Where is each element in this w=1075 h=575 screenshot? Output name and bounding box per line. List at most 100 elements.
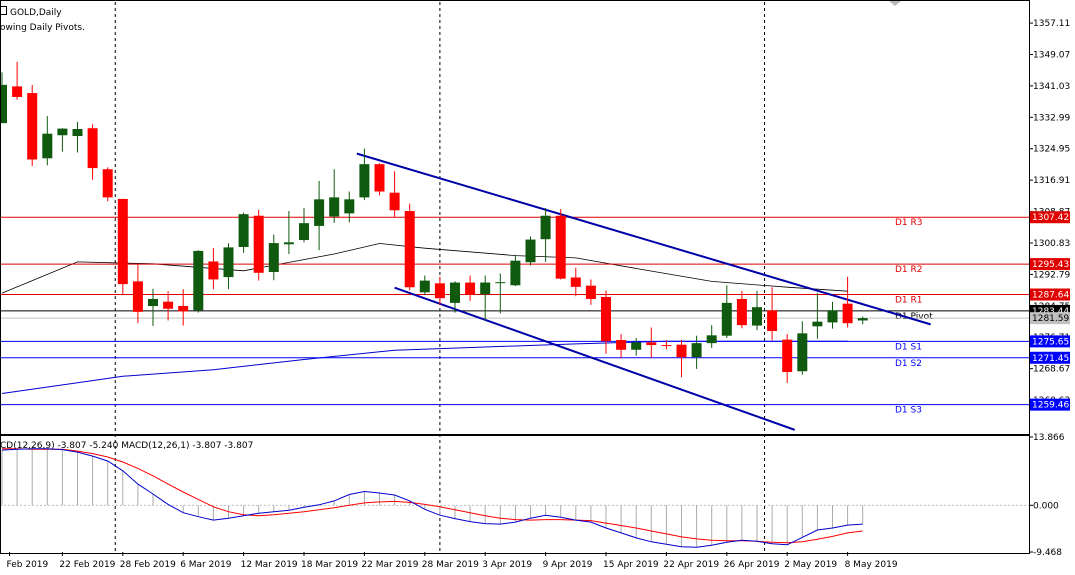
trendline: [356, 152, 931, 326]
candle-body: [223, 247, 234, 278]
candle-body: [283, 242, 294, 245]
price-tag-label: 1287.64: [1032, 291, 1069, 301]
ma-slow-line: [1, 340, 848, 394]
price-tick-label: 1268.67: [1033, 365, 1070, 375]
candle-body: [570, 277, 581, 287]
candle-body: [238, 214, 249, 248]
price-tick-label: 1332.99: [1033, 113, 1070, 123]
candle-body: [329, 197, 340, 217]
time-tick-label: 28 Mar 2019: [422, 560, 479, 570]
time-tick-label: 22 Apr 2019: [663, 560, 719, 570]
time-tick-label: 12 Mar 2019: [241, 560, 298, 570]
candle-body: [510, 260, 521, 286]
candle-body: [0, 84, 7, 124]
macd-tick-label: 0.000: [1033, 501, 1059, 511]
candle-body: [268, 243, 279, 273]
candle-body: [57, 128, 68, 136]
price-tag-label: 1259.46: [1032, 401, 1069, 411]
candle-body: [404, 211, 415, 288]
price-tags: 1307.42 1295.43 1287.64 1283.44 1275.65 1271.…: [1030, 211, 1070, 411]
time-tick-label: 28 Feb 2019: [120, 560, 176, 570]
candle-body: [314, 199, 325, 226]
time-tick-label: 22 Feb 2019: [59, 560, 115, 570]
candle-body: [117, 198, 128, 285]
candle-body: [12, 86, 23, 97]
chart-symbol-label: GOLD,Daily: [10, 8, 62, 18]
candle-body: [752, 307, 762, 326]
candle-body: [767, 310, 778, 332]
candle-body: [661, 345, 672, 347]
pivot-label: D1 S2: [895, 359, 922, 369]
candle-body: [782, 339, 793, 373]
price-tag-label: 1283.44: [1032, 307, 1069, 317]
price-axis: 1357.11 1349.07 1341.03 1332.99 1324.95 1316.…: [0, 0, 1070, 554]
macd-label: CD(12,26,9) -3.807 -5.240 MACD(12,26,1) …: [0, 441, 253, 451]
time-tick-label: 8 May 2019: [845, 560, 898, 570]
pivot-lines: D1 R3 D1 R2 D1 R1 D1 Pivot D1 S1 D1 S2 D1 S3: [0, 216, 1029, 416]
candle-body: [359, 164, 370, 198]
price-tag: [1030, 288, 1070, 301]
pivot-label: D1 R1: [895, 296, 923, 306]
candle-body: [389, 192, 400, 211]
pivot-label: D1 R3: [895, 218, 923, 228]
candle-body: [676, 344, 687, 358]
price-tag: [1030, 398, 1070, 411]
price-tick-label: 1341.03: [1033, 82, 1070, 92]
time-tick-label: 22 Mar 2019: [361, 560, 418, 570]
price-tag: [1030, 335, 1070, 348]
candle-body: [465, 282, 476, 295]
candle-body: [495, 282, 506, 284]
price-tick-label: 1300.83: [1033, 239, 1070, 249]
time-tick-label: 6 Mar 2019: [180, 560, 232, 570]
time-tick-label: 3 Apr 2019: [482, 560, 532, 570]
price-tag: [1030, 211, 1070, 224]
macd-signal-line: [1, 448, 863, 548]
price-tag-label: 1275.65: [1032, 337, 1069, 347]
price-tag-label: 1271.45: [1032, 354, 1069, 364]
macd-panel-frame: [0, 435, 1030, 554]
candle-body: [812, 321, 823, 327]
candle-body: [601, 297, 611, 342]
candle-body: [344, 199, 355, 214]
price-tick-label: 1349.07: [1033, 50, 1070, 60]
price-tag: [1030, 312, 1070, 325]
price-tag: [1030, 351, 1070, 364]
candle-body: [827, 310, 838, 323]
price-tick-label: 1357.11: [1033, 19, 1070, 29]
price-panel-frame: [0, 0, 1030, 435]
time-axis: Feb 2019 22 Feb 2019 28 Feb 2019 6 Mar 2019…: [7, 552, 898, 570]
price-tag-label: 1307.42: [1032, 213, 1069, 223]
scroll-marker-icon: [889, 1, 901, 6]
candle-body: [691, 343, 702, 358]
candle-body: [434, 283, 445, 299]
candle-body: [253, 215, 264, 273]
indicator-note: owing Daily Pivots.: [0, 23, 85, 33]
trendline: [394, 286, 796, 431]
candle-body: [27, 93, 38, 160]
macd-tick-label: -9.468: [1033, 548, 1062, 558]
time-tick-label: 26 Apr 2019: [724, 560, 780, 570]
candle-body: [585, 285, 596, 299]
candle-body: [148, 298, 158, 307]
candle-body: [450, 282, 460, 303]
price-tick-label: 1316.91: [1033, 176, 1070, 186]
candle-body: [646, 342, 657, 346]
candle-body: [540, 215, 551, 240]
time-tick-label: 18 Mar 2019: [301, 560, 358, 570]
candle-body: [193, 250, 204, 311]
period-separators: [114, 2, 766, 552]
candle-body: [72, 128, 83, 137]
candle-body: [616, 340, 627, 350]
pivot-label: D1 R2: [895, 265, 923, 275]
pivot-label: D1 S3: [895, 406, 922, 416]
price-tag-label: 1295.43: [1032, 260, 1069, 270]
candle-body: [706, 335, 717, 344]
candle-body: [419, 280, 430, 293]
pivot-label: D1 S1: [895, 342, 922, 352]
candle-body: [857, 318, 868, 321]
macd-panel: 13.866 0.000 -9.468: [0, 433, 1065, 558]
candle-body: [631, 342, 642, 350]
candle-body: [525, 239, 536, 263]
candle-body: [178, 306, 189, 312]
